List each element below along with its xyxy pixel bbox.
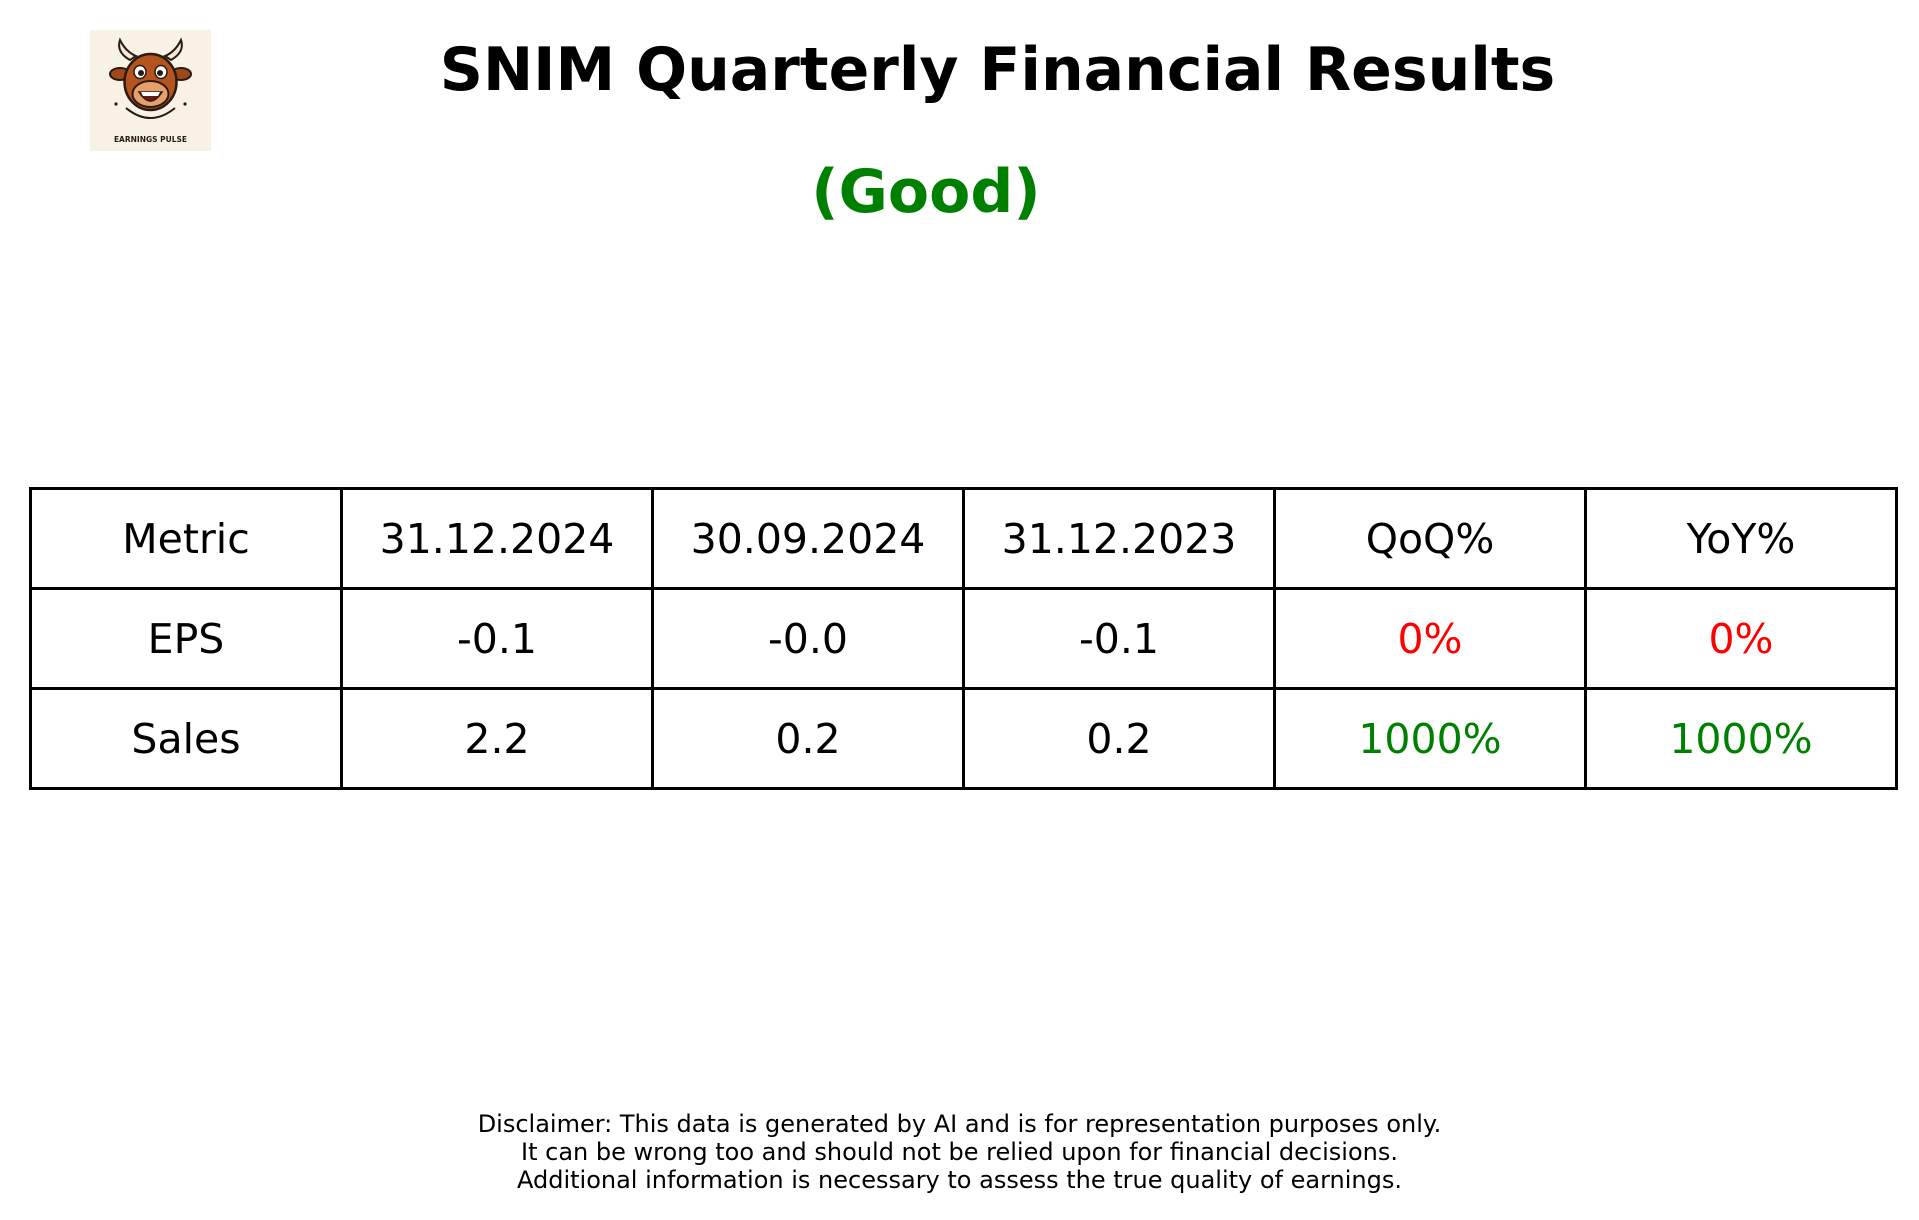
- table-header-row: Metric 31.12.2024 30.09.2024 31.12.2023 …: [29, 487, 1898, 590]
- value-cell: -0.0: [651, 587, 965, 690]
- yoy-cell: 0%: [1584, 587, 1898, 690]
- header-cell: 31.12.2024: [340, 487, 654, 590]
- svg-text:EARNINGS PULSE: EARNINGS PULSE: [114, 135, 187, 144]
- value-cell: 0.2: [962, 687, 1276, 790]
- header-cell: 31.12.2023: [962, 487, 1276, 590]
- rating-subtitle: (Good): [811, 157, 1041, 227]
- disclaimer-line: It can be wrong too and should not be re…: [521, 1138, 1398, 1166]
- metric-cell: EPS: [29, 587, 343, 690]
- qoq-cell: 1000%: [1273, 687, 1587, 790]
- table-row: Sales 2.2 0.2 0.2 1000% 1000%: [29, 687, 1898, 790]
- value-cell: 0.2: [651, 687, 965, 790]
- disclaimer-line: Disclaimer: This data is generated by AI…: [477, 1110, 1442, 1138]
- disclaimer-line: Additional information is necessary to a…: [516, 1166, 1402, 1194]
- yoy-cell: 1000%: [1584, 687, 1898, 790]
- header-cell: YoY%: [1584, 487, 1898, 590]
- header-cell: QoQ%: [1273, 487, 1587, 590]
- table-row: EPS -0.1 -0.0 -0.1 0% 0%: [29, 587, 1898, 690]
- page-title: SNIM Quarterly Financial Results: [439, 35, 1556, 105]
- value-cell: -0.1: [962, 587, 1276, 690]
- header-cell: 30.09.2024: [651, 487, 965, 590]
- qoq-cell: 0%: [1273, 587, 1587, 690]
- logo-caption: EARNINGS PULSE: [114, 135, 187, 144]
- value-cell: 2.2: [340, 687, 654, 790]
- metric-cell: Sales: [29, 687, 343, 790]
- results-table: Metric 31.12.2024 30.09.2024 31.12.2023 …: [29, 487, 1898, 790]
- disclaimer: Disclaimer: This data is generated by AI…: [0, 1110, 1919, 1194]
- header-cell: Metric: [29, 487, 343, 590]
- value-cell: -0.1: [340, 587, 654, 690]
- earnings-pulse-logo: EARNINGS PULSE: [90, 30, 211, 151]
- bull-mascot-icon: [109, 37, 192, 119]
